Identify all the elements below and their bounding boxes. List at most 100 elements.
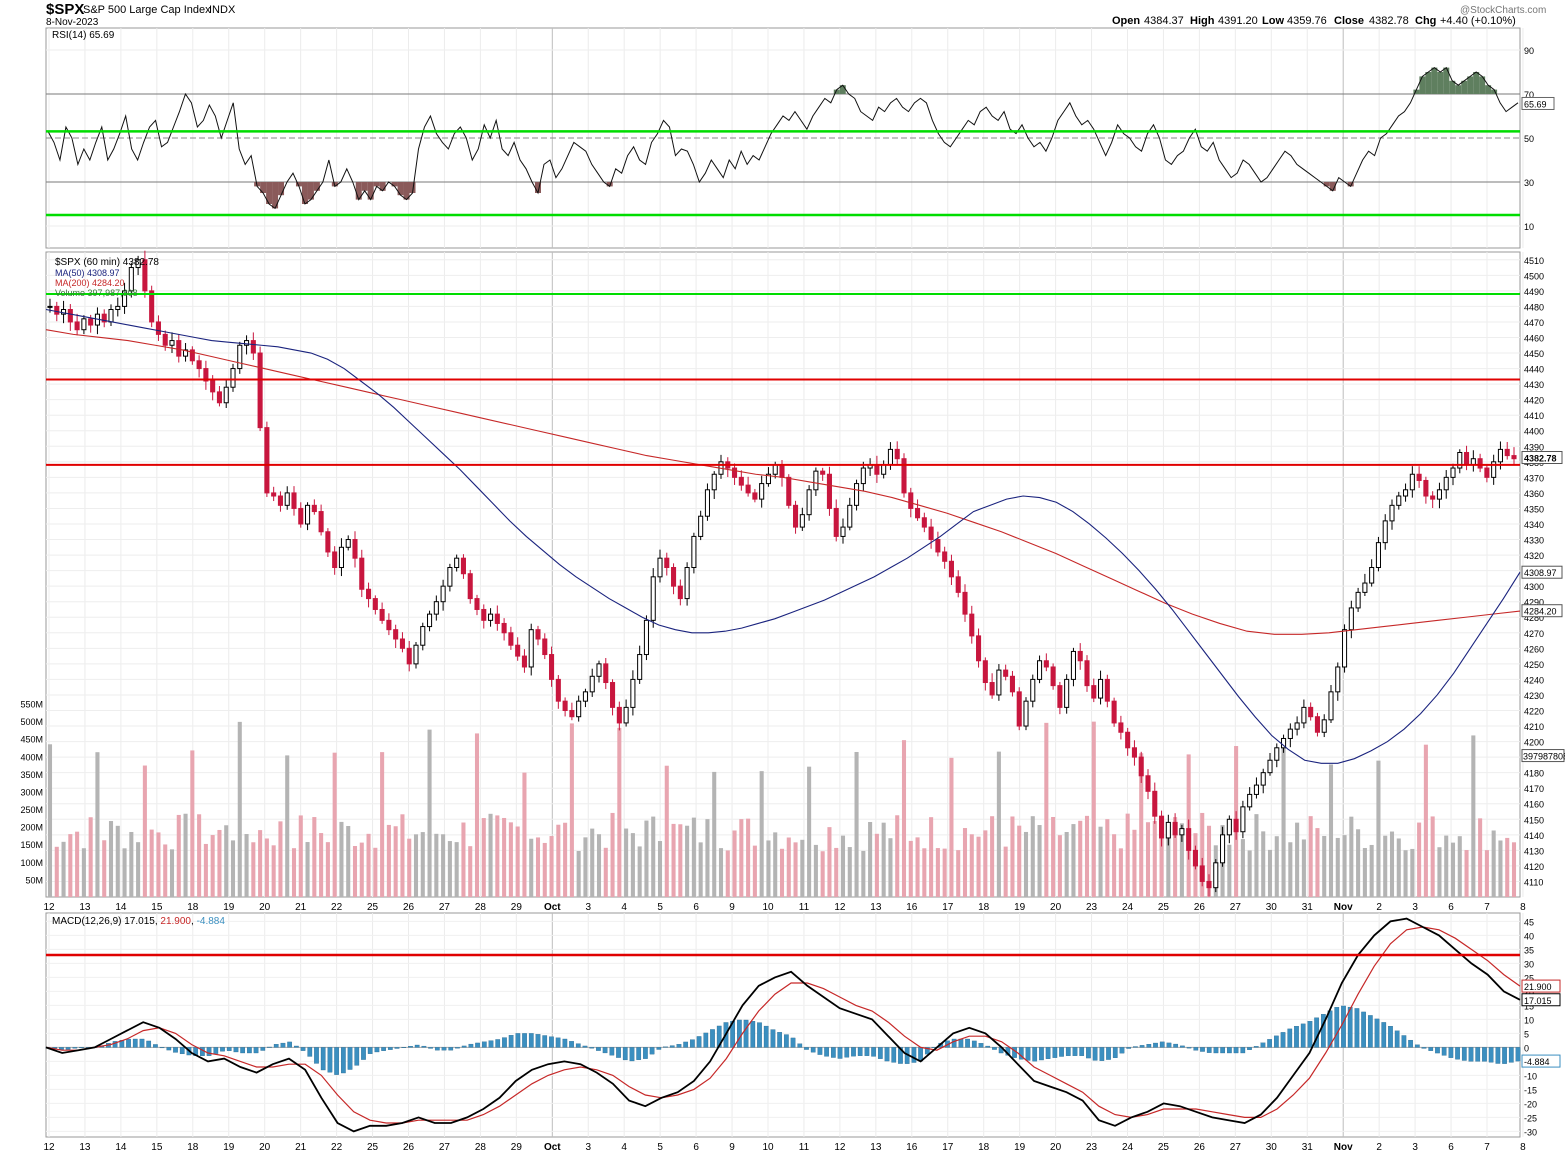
volume-bar: [495, 815, 500, 897]
rsi-line: [47, 66, 1519, 210]
macd-histogram-bar: [1408, 1039, 1413, 1048]
candle-body: [657, 557, 663, 578]
volume-bar: [603, 847, 608, 897]
macd-histogram-bar: [985, 1045, 991, 1048]
candle-body: [976, 635, 982, 662]
x-axis-label: 19: [1014, 1142, 1026, 1153]
candle-body: [1491, 461, 1497, 478]
candle-body: [1009, 675, 1015, 693]
macd-histogram-bar: [126, 1038, 131, 1048]
macd-histogram-bar: [1461, 1047, 1467, 1061]
signal-line: [45, 926, 1521, 1124]
candle-body: [881, 464, 887, 475]
volume-bar: [529, 838, 534, 897]
macd-histogram-bar: [260, 1047, 266, 1051]
candle-body: [196, 360, 202, 370]
volume-tick-label: 450M: [20, 735, 43, 745]
candle-body: [1403, 489, 1409, 497]
macd-histogram-bar: [790, 1037, 796, 1048]
ma200-line: [45, 329, 1521, 635]
price-tick-label: 4280: [1524, 613, 1544, 623]
candle-body: [1308, 706, 1314, 718]
candle-body: [969, 613, 975, 637]
volume-bar: [61, 841, 66, 897]
volume-bar: [800, 839, 805, 897]
candle-body: [1436, 489, 1442, 500]
candle-body: [1362, 582, 1368, 593]
x-axis-label: 24: [1122, 1142, 1134, 1153]
volume-bar: [1254, 814, 1259, 897]
candle-body: [603, 663, 609, 684]
macd-histogram-bar: [763, 1025, 769, 1048]
x-axis-label: 12: [43, 902, 55, 913]
candle-body: [454, 557, 460, 569]
candle-body: [1206, 880, 1212, 889]
macd-histogram-bar: [213, 1047, 219, 1054]
macd-histogram-bar: [300, 1047, 306, 1051]
macd-histogram-bar: [1508, 1047, 1514, 1063]
ma200-legend-value: 4284.20: [92, 278, 125, 288]
candle-body: [630, 678, 636, 708]
volume-bar: [285, 755, 290, 897]
macd-histogram-bar: [1361, 1011, 1366, 1048]
volume-bar: [413, 834, 419, 897]
price-tick-label: 4160: [1524, 800, 1544, 810]
candle-body: [1294, 722, 1300, 730]
volume-bar: [427, 729, 432, 897]
volume-legend: Volume 397,987,808: [55, 288, 138, 298]
candle-body: [935, 539, 941, 553]
volume-legend-name: Volume: [55, 288, 85, 298]
ma200-badge: 4284.20: [1524, 607, 1557, 617]
macd-tick-label: 15: [1524, 1001, 1534, 1011]
macd-histogram-bar: [1045, 1047, 1051, 1059]
candle-body: [732, 467, 738, 478]
macd-histogram-bar: [1180, 1045, 1185, 1048]
candle-body: [1226, 818, 1232, 836]
x-axis-label: 25: [1158, 902, 1170, 913]
x-axis-label: 5: [657, 1142, 663, 1153]
candle-body: [61, 309, 67, 315]
volume-bar: [922, 848, 927, 897]
volume-bar: [502, 817, 507, 897]
candle-body: [142, 259, 148, 292]
candle-body: [1125, 731, 1131, 749]
volume-bar: [210, 835, 215, 897]
macd-histogram-bar: [367, 1047, 373, 1054]
candle-body: [576, 700, 582, 718]
rsi-title: RSI(14) 65.69: [52, 30, 115, 41]
macd-tick-label: 5: [1524, 1029, 1529, 1039]
macd-histogram-bar: [240, 1047, 246, 1054]
candle-body: [1165, 821, 1171, 839]
volume-bar: [1227, 844, 1232, 897]
volume-bar: [352, 846, 358, 897]
volume-bar: [834, 847, 839, 897]
candle-body: [1050, 666, 1056, 687]
ma50-legend-name: MA(50): [55, 268, 85, 278]
volume-bar: [68, 834, 73, 897]
volume-bar: [190, 750, 195, 897]
macd-histogram-bar: [146, 1040, 152, 1048]
price-tick-label: 4200: [1524, 738, 1544, 748]
volume-bar: [1335, 837, 1340, 897]
x-axis-label: 29: [511, 902, 523, 913]
x-axis-label: 25: [367, 902, 379, 913]
macd-histogram-bar: [911, 1047, 917, 1063]
volume-bar: [393, 826, 398, 897]
candle-body: [101, 313, 107, 323]
volume-bar: [542, 842, 547, 897]
volume-bar: [386, 824, 391, 897]
hist-badge: -4.884: [1524, 1057, 1550, 1067]
x-axis-label: 16: [906, 1142, 918, 1153]
macd-histogram-bar: [461, 1045, 467, 1048]
macd-histogram-bar: [710, 1029, 715, 1048]
macd-histogram-bar: [1294, 1026, 1299, 1048]
macd-histogram-bar: [1220, 1047, 1226, 1054]
candle-body: [650, 576, 656, 621]
candle-body: [508, 632, 514, 646]
x-axis-label: 20: [259, 1142, 271, 1153]
volume-bar: [54, 846, 59, 897]
candle-body: [1240, 806, 1246, 833]
volume-bar: [1417, 822, 1422, 897]
volume-bar: [1179, 823, 1184, 897]
